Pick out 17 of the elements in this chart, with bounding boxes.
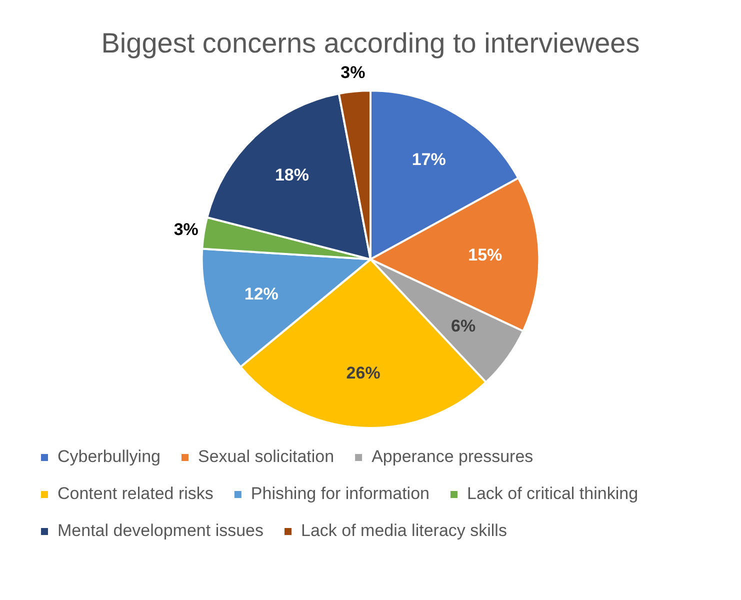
data-label: 26% bbox=[346, 363, 380, 382]
chart-title: Biggest concerns according to interviewees bbox=[101, 28, 640, 59]
legend-label: Lack of media literacy skills bbox=[301, 521, 507, 540]
data-label: 3% bbox=[340, 63, 366, 82]
data-label: 3% bbox=[174, 220, 198, 239]
legend-label: Mental development issues bbox=[58, 521, 264, 540]
legend-label: Phishing for information bbox=[250, 484, 430, 504]
data-label: 6% bbox=[451, 316, 476, 336]
legend-label: Cyberbullying bbox=[58, 447, 160, 466]
data-label: 12% bbox=[244, 284, 278, 304]
data-label: 17% bbox=[412, 150, 446, 170]
legend-label: Content related risks bbox=[58, 484, 214, 504]
legend-label: Apperance pressures bbox=[372, 447, 534, 466]
legend-label: Sexual solicitation bbox=[198, 447, 334, 466]
legend-label: Lack of critical thinking bbox=[466, 484, 638, 504]
data-label: 18% bbox=[274, 165, 309, 184]
data-label: 15% bbox=[468, 245, 502, 264]
